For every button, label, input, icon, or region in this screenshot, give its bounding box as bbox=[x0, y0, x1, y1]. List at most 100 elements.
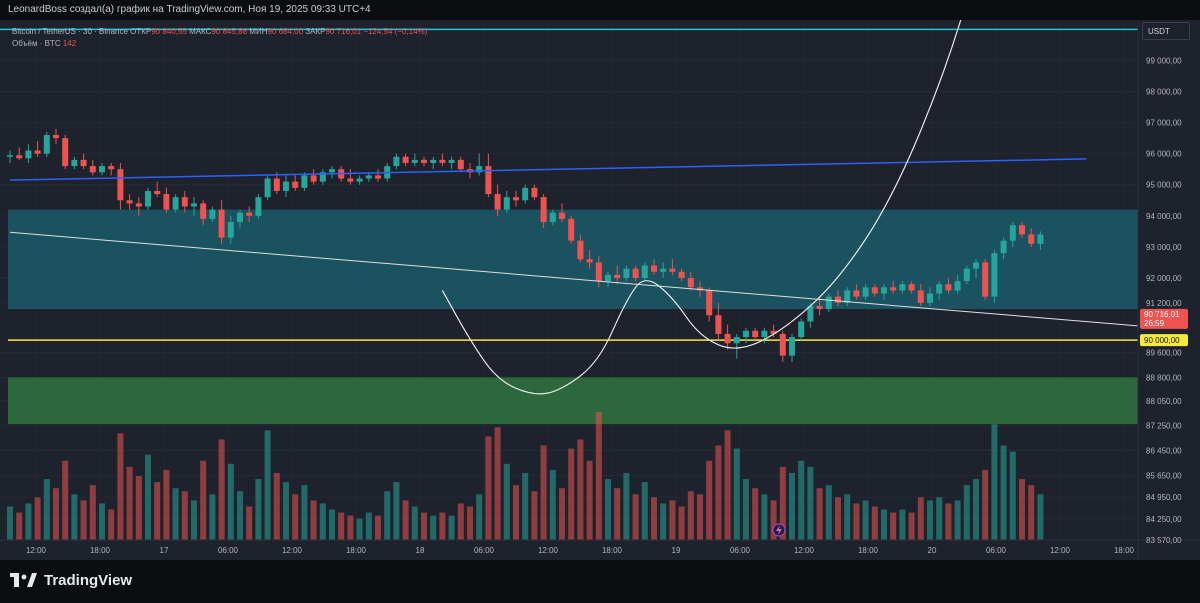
candle-body[interactable] bbox=[292, 181, 299, 188]
candle-body[interactable] bbox=[890, 287, 897, 291]
candle-body[interactable] bbox=[310, 175, 317, 182]
candle-body[interactable] bbox=[963, 268, 970, 282]
candle-body[interactable] bbox=[411, 159, 418, 163]
candle-body[interactable] bbox=[678, 271, 685, 278]
candle-body[interactable] bbox=[669, 268, 676, 272]
candle-body[interactable] bbox=[770, 330, 777, 334]
candle-body[interactable] bbox=[862, 287, 869, 297]
candle-body[interactable] bbox=[43, 135, 50, 154]
currency-selector[interactable]: USDT bbox=[1142, 22, 1190, 40]
candle-body[interactable] bbox=[53, 135, 59, 139]
candle-body[interactable] bbox=[595, 262, 602, 282]
candle-body[interactable] bbox=[789, 337, 795, 356]
candle-body[interactable] bbox=[457, 159, 464, 170]
chart-panel[interactable]: 99 000,00 98 000,00 97 000,00 96 000,00 95 0… bbox=[0, 20, 1200, 560]
candle-body[interactable] bbox=[706, 290, 713, 316]
candle-body[interactable] bbox=[697, 287, 703, 291]
candle-body[interactable] bbox=[476, 166, 483, 173]
pattern-curve[interactable] bbox=[441, 20, 985, 395]
candle-body[interactable] bbox=[375, 175, 381, 179]
white-trendline[interactable] bbox=[9, 231, 1139, 327]
candle-body[interactable] bbox=[246, 212, 253, 216]
candle-body[interactable] bbox=[641, 265, 648, 278]
candle-body[interactable] bbox=[126, 200, 133, 204]
candle-body[interactable] bbox=[237, 212, 243, 223]
candle-body[interactable] bbox=[218, 209, 225, 238]
candle-body[interactable] bbox=[25, 150, 32, 159]
candle-body[interactable] bbox=[559, 212, 565, 219]
candle-body[interactable] bbox=[825, 296, 832, 310]
candle-body[interactable] bbox=[586, 259, 593, 263]
candle-body[interactable] bbox=[899, 284, 906, 291]
lightning-icon[interactable] bbox=[772, 523, 786, 537]
candle-body[interactable] bbox=[871, 287, 878, 294]
candle-body[interactable] bbox=[393, 156, 400, 167]
candle-body[interactable] bbox=[982, 262, 989, 297]
candle-body[interactable] bbox=[485, 166, 492, 195]
candle-body[interactable] bbox=[99, 166, 105, 173]
candle-body[interactable] bbox=[632, 268, 639, 278]
candle-body[interactable] bbox=[835, 296, 841, 303]
candle-body[interactable] bbox=[402, 156, 409, 163]
candle-body[interactable] bbox=[724, 333, 731, 344]
candle-body[interactable] bbox=[779, 333, 786, 356]
candle-body[interactable] bbox=[145, 190, 151, 207]
candle-body[interactable] bbox=[1019, 225, 1025, 235]
tradingview-logo[interactable]: TradingView bbox=[10, 572, 132, 589]
candle-body[interactable] bbox=[255, 197, 262, 216]
candle-body[interactable] bbox=[347, 178, 354, 182]
candle-body[interactable] bbox=[1037, 234, 1044, 244]
candle-body[interactable] bbox=[522, 187, 529, 201]
candle-body[interactable] bbox=[181, 197, 188, 207]
candle-body[interactable] bbox=[135, 203, 142, 207]
candle-body[interactable] bbox=[356, 178, 363, 182]
candle-body[interactable] bbox=[448, 159, 455, 163]
candle-body[interactable] bbox=[577, 240, 584, 260]
candle-body[interactable] bbox=[568, 218, 575, 241]
candle-body[interactable] bbox=[687, 277, 694, 288]
candle-body[interactable] bbox=[7, 155, 13, 157]
candle-body[interactable] bbox=[540, 197, 547, 223]
candle-body[interactable] bbox=[329, 169, 335, 173]
candle-body[interactable] bbox=[743, 330, 749, 338]
candle-body[interactable] bbox=[853, 290, 860, 297]
candle-body[interactable] bbox=[71, 159, 78, 167]
candle-body[interactable] bbox=[715, 315, 722, 334]
candle-body[interactable] bbox=[1000, 240, 1007, 254]
candle-body[interactable] bbox=[439, 159, 446, 163]
candle-body[interactable] bbox=[154, 190, 161, 195]
candle-body[interactable] bbox=[531, 187, 538, 198]
candle-body[interactable] bbox=[80, 159, 87, 167]
candle-body[interactable] bbox=[1028, 234, 1035, 244]
candle-body[interactable] bbox=[927, 293, 933, 303]
candle-body[interactable] bbox=[936, 284, 943, 294]
candle-body[interactable] bbox=[844, 290, 851, 303]
candle-body[interactable] bbox=[494, 194, 501, 210]
candle-body[interactable] bbox=[1009, 225, 1016, 241]
candle-body[interactable] bbox=[954, 281, 961, 291]
candle-body[interactable] bbox=[172, 197, 179, 210]
volume-label[interactable]: Объём · BTC bbox=[12, 39, 61, 48]
candle-body[interactable] bbox=[200, 203, 207, 219]
candle-body[interactable] bbox=[227, 222, 234, 238]
candle-body[interactable] bbox=[908, 284, 915, 291]
candle-body[interactable] bbox=[660, 268, 667, 272]
candle-body[interactable] bbox=[991, 253, 998, 297]
candle-body[interactable] bbox=[301, 175, 308, 188]
candle-body[interactable] bbox=[273, 178, 280, 191]
candle-body[interactable] bbox=[752, 330, 759, 338]
candle-body[interactable] bbox=[421, 159, 427, 163]
candle-body[interactable] bbox=[614, 274, 621, 278]
candle-body[interactable] bbox=[503, 197, 510, 210]
candle-body[interactable] bbox=[881, 287, 887, 294]
candle-body[interactable] bbox=[651, 265, 657, 272]
candle-body[interactable] bbox=[430, 159, 437, 163]
candle-body[interactable] bbox=[513, 197, 519, 201]
candle-body[interactable] bbox=[623, 268, 630, 278]
candle-body[interactable] bbox=[816, 305, 823, 310]
candle-body[interactable] bbox=[191, 203, 197, 207]
candle-body[interactable] bbox=[973, 262, 979, 269]
candle-body[interactable] bbox=[798, 321, 805, 338]
candle-body[interactable] bbox=[108, 166, 115, 170]
candle-body[interactable] bbox=[163, 194, 170, 210]
